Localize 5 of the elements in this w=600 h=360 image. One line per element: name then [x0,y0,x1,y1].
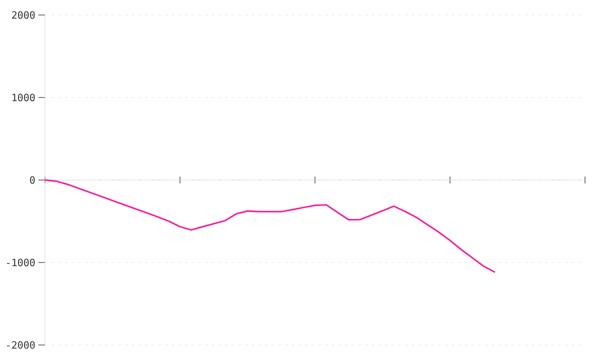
y-tick-label: -2000 [7,341,35,349]
y-tick-label: 2000 [12,11,35,19]
y-tick-label: 1000 [12,94,35,102]
y-tick-label: 0 [30,176,35,184]
y-tick-label: -1000 [7,258,35,266]
